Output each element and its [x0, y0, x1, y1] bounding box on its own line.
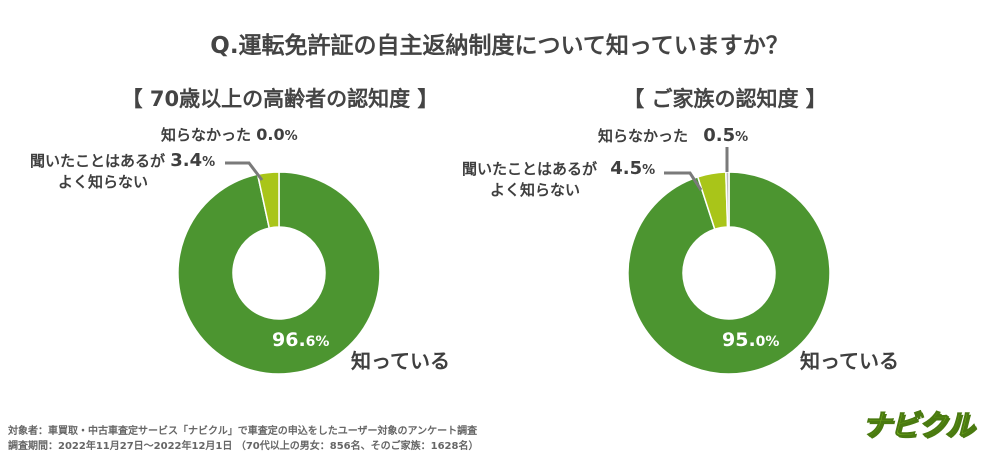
right-known-pct: 95.0% — [722, 329, 780, 351]
right-unknown-label: 知らなかった 0.5% — [598, 125, 749, 146]
left-heard-leader — [225, 161, 264, 181]
donut-slice-1 — [256, 171, 280, 229]
page-title: Q.運転免許証の自主返納制度について知っていますか？ — [210, 33, 789, 59]
navikuru-logo: ナビクル — [861, 408, 974, 443]
left-heard-label: 聞いたことはあるが 3.4% よく知らない — [30, 150, 216, 191]
left-chart-title: 【 70歳以上の高齢者の認知度 】 — [121, 87, 439, 111]
right-heard-label: 聞いたことはあるが 4.5% よく知らない — [462, 158, 656, 199]
right-chart-title: 【 ご家族の認知度 】 — [623, 87, 827, 111]
right-donut — [627, 171, 831, 375]
right-known-label: 知っている — [800, 349, 899, 373]
left-donut — [177, 171, 381, 375]
footer-survey-target: 対象者：車買取・中古車査定サービス「ナビクル」で車査定の申込をしたユーザー対象の… — [8, 426, 478, 437]
donut-slice-2 — [725, 171, 730, 228]
right-heard-leader — [664, 171, 703, 191]
left-unknown-label: 知らなかった 0.0% — [161, 125, 298, 144]
left-known-pct: 96.6% — [272, 329, 330, 351]
left-known-label: 知っている — [351, 349, 450, 373]
donut-slice-0 — [627, 171, 831, 375]
donut-slice-0 — [177, 171, 381, 375]
footer-survey-period: 調査期間：2022年11月27日～2022年12月1日 （70代以上の男女：85… — [8, 441, 479, 452]
